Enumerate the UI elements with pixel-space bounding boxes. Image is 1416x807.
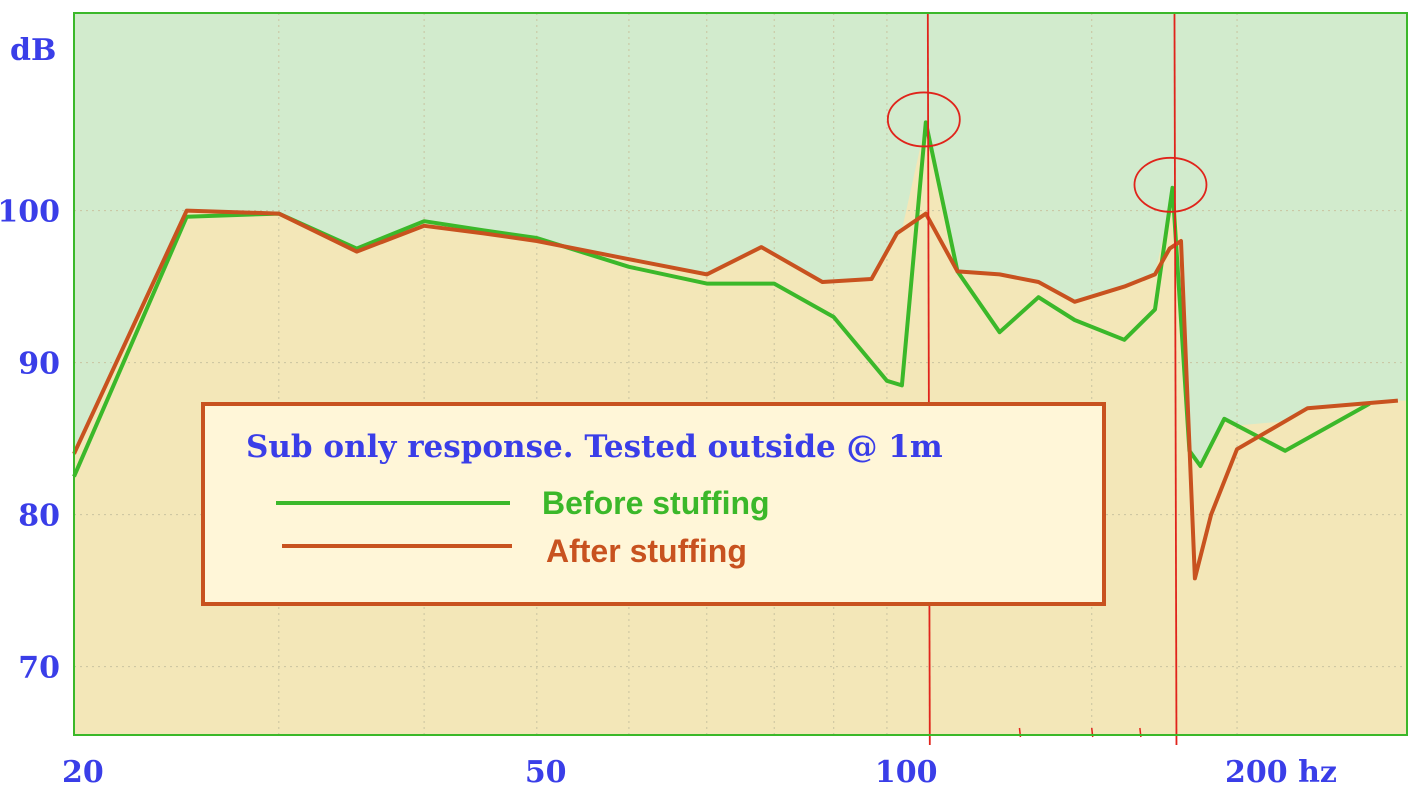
legend-label-before: Before stuffing [542, 485, 770, 521]
plot-border [73, 12, 1408, 736]
x-tick-labels: 20 50 100 200 hz [62, 755, 1337, 790]
annotation-vline [1173, 12, 1178, 746]
y-tick-label: 70 [18, 651, 60, 686]
legend-label-after: After stuffing [546, 533, 747, 569]
y-tick-label: 80 [18, 499, 60, 534]
x-tick-label: 100 [875, 755, 938, 790]
x-tick-label: 20 [62, 755, 104, 790]
grid-lines [74, 13, 1407, 735]
annotation-circle [1133, 156, 1208, 213]
legend-title: Sub only response. Tested outside @ 1m [246, 429, 943, 465]
series-layer [72, 120, 1399, 581]
y-tick-labels: 100 90 80 70 [0, 195, 60, 686]
y-tick-label: 90 [18, 347, 60, 382]
annotation-vline [926, 12, 931, 746]
legend-box: Sub only response. Tested outside @ 1m B… [201, 402, 1106, 606]
y-axis-label: dB [10, 33, 56, 68]
series-line-after-stuffing [72, 208, 1399, 581]
x-tick-label: 50 [525, 755, 567, 790]
annotation-layer [886, 12, 1208, 746]
annotation-circle [886, 91, 961, 148]
y-tick-label: 100 [0, 195, 60, 230]
x-tick-label: 200 hz [1225, 755, 1337, 790]
